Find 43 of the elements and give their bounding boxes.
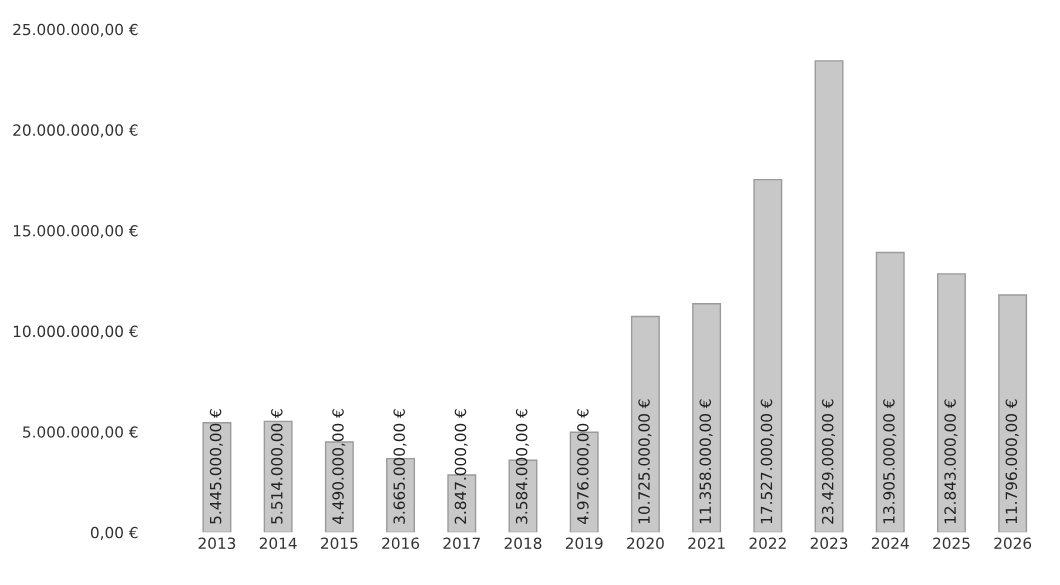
x-tick-label: 2020 <box>627 537 664 550</box>
data-label: 3.584.000,00 € <box>515 409 529 524</box>
x-tick-label: 2022 <box>749 537 786 550</box>
x-tick-label: 2019 <box>565 537 603 550</box>
data-label: 4.490.000,00 € <box>332 409 346 525</box>
data-label: 17.527.000,00 € <box>760 399 774 524</box>
data-label: 13.905.000,00 € <box>883 399 897 524</box>
x-tick-label: 2013 <box>198 537 236 550</box>
y-tick-label: 15.000.000,00 € <box>13 224 138 239</box>
bar <box>875 251 905 533</box>
data-label: 3.665.000,00 € <box>393 409 407 524</box>
x-tick-label: 2016 <box>382 537 420 550</box>
x-tick-label: 2025 <box>933 537 970 550</box>
data-label: 11.358.000,00 € <box>699 399 713 524</box>
data-label: 2.847.000,00 € <box>454 409 468 524</box>
bar <box>263 420 293 533</box>
bar <box>998 294 1028 533</box>
bar <box>202 422 232 533</box>
data-label: 5.445.000,00 € <box>209 409 223 524</box>
data-label: 11.796.000,00 € <box>1005 399 1019 524</box>
data-label: 23.429.000,00 € <box>821 399 836 524</box>
y-tick-label: 0,00 € <box>90 526 138 540</box>
x-tick-label: 2017 <box>443 537 480 550</box>
bar <box>753 178 783 533</box>
data-label: 5.514.000,00 € <box>271 409 285 524</box>
x-tick-label: 2026 <box>994 537 1032 550</box>
x-tick-label: 2024 <box>871 537 909 550</box>
x-tick-label: 2015 <box>321 537 358 550</box>
data-label: 12.843.000,00 € <box>944 399 958 524</box>
y-tick-label: 20.000.000,00 € <box>13 124 138 138</box>
bar <box>814 60 844 533</box>
data-label: 4.976.000,00 € <box>577 409 591 525</box>
bar <box>630 315 660 533</box>
bar <box>936 273 966 533</box>
x-tick-label: 2014 <box>259 537 297 550</box>
x-tick-label: 2023 <box>810 537 848 550</box>
data-label: 10.725.000,00 € <box>638 399 652 524</box>
bar <box>692 303 722 533</box>
x-tick-label: 2021 <box>688 537 725 550</box>
y-tick-label: 5.000.000,00 € <box>23 426 138 440</box>
y-tick-label: 25.000.000,00 € <box>13 23 138 37</box>
x-tick-label: 2018 <box>504 537 542 550</box>
y-tick-label: 10.000.000,00 € <box>13 325 138 339</box>
